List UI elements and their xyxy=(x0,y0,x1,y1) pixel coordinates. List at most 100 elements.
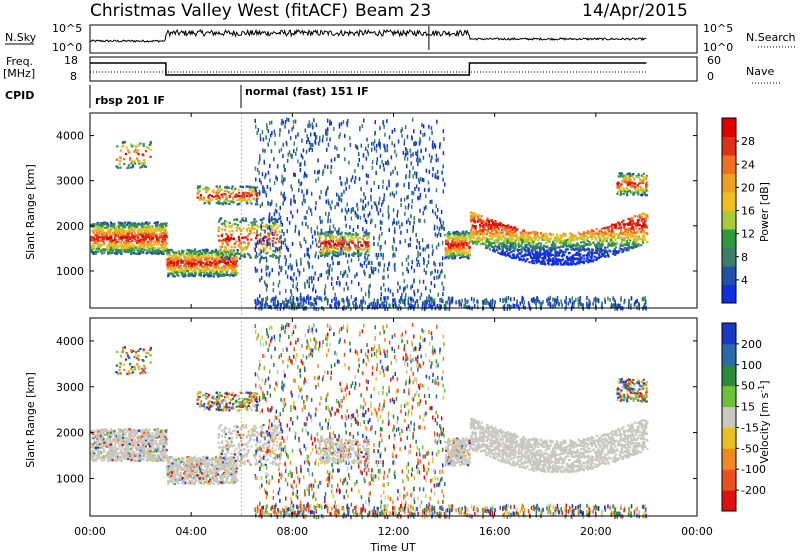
power-cell xyxy=(482,220,485,223)
power-cell xyxy=(605,240,608,243)
power-cell xyxy=(239,185,242,188)
power-cell xyxy=(292,278,294,283)
power-cell xyxy=(622,248,625,251)
power-cell xyxy=(160,251,163,254)
power-cell xyxy=(358,281,360,286)
power-cell xyxy=(187,252,191,255)
power-cell xyxy=(370,188,372,193)
power-cell xyxy=(127,250,130,254)
power-cell xyxy=(164,247,167,250)
power-cell xyxy=(519,231,522,234)
power-cell xyxy=(230,225,233,228)
power-cell xyxy=(220,252,224,255)
power-cell xyxy=(336,202,338,207)
power-cell xyxy=(365,229,368,234)
power-cell xyxy=(227,199,231,203)
power-cell xyxy=(345,253,347,258)
power-cell xyxy=(279,205,281,210)
power-cell xyxy=(373,146,376,151)
power-cell xyxy=(569,232,572,235)
power-cell xyxy=(502,227,505,230)
power-cell xyxy=(364,196,367,200)
power-cell xyxy=(177,252,180,255)
power-cell xyxy=(329,121,331,126)
power-cell xyxy=(406,195,408,200)
power-cell xyxy=(269,246,272,249)
power-cell xyxy=(360,187,362,192)
power-cell xyxy=(315,307,317,311)
power-cell xyxy=(232,274,235,277)
power-cell xyxy=(325,131,327,136)
power-cell xyxy=(395,247,397,252)
power-cell xyxy=(365,220,368,224)
power-cell xyxy=(219,202,223,205)
power-cell xyxy=(279,236,281,241)
power-cell xyxy=(306,296,308,301)
power-cell xyxy=(537,235,540,238)
power-cell xyxy=(90,246,93,249)
power-cell xyxy=(137,230,141,233)
power-cell xyxy=(200,255,203,258)
power-cell xyxy=(109,224,112,227)
power-cell xyxy=(264,175,266,180)
power-cell xyxy=(96,230,99,233)
power-cell xyxy=(433,276,436,281)
power-cell xyxy=(339,234,342,238)
power-cell xyxy=(206,272,209,275)
power-cell xyxy=(311,302,313,307)
power-cell xyxy=(264,225,267,228)
power-cell xyxy=(346,177,348,182)
power-cell xyxy=(416,152,418,156)
power-cell xyxy=(282,201,284,206)
power-cell xyxy=(196,187,199,190)
power-cell xyxy=(202,188,205,191)
power-cell xyxy=(642,223,645,226)
power-cell xyxy=(138,245,142,248)
power-cell xyxy=(325,252,328,255)
power-cell xyxy=(366,149,369,154)
power-cell xyxy=(499,252,502,255)
power-cell xyxy=(576,237,579,240)
power-cell xyxy=(382,184,384,189)
power-cell xyxy=(510,231,513,234)
power-cell xyxy=(433,298,436,303)
power-cell xyxy=(418,157,421,162)
power-cell xyxy=(586,257,589,260)
power-cell xyxy=(608,249,611,252)
power-cell xyxy=(428,294,430,299)
power-cell xyxy=(211,269,214,272)
power-cell xyxy=(344,207,347,212)
power-cell xyxy=(326,147,328,152)
power-cell xyxy=(322,307,325,311)
power-cell xyxy=(254,191,257,194)
power-cell xyxy=(189,249,192,252)
power-cell xyxy=(447,246,450,249)
power-cell xyxy=(130,224,133,227)
power-cell xyxy=(156,249,159,252)
power-cell xyxy=(114,241,117,244)
power-cell xyxy=(434,262,436,267)
power-cell xyxy=(431,173,434,178)
power-cell xyxy=(451,240,454,243)
power-cell xyxy=(646,240,649,243)
power-cell xyxy=(324,253,326,258)
power-cell xyxy=(344,133,346,138)
power-cell xyxy=(280,234,282,239)
power-cell xyxy=(224,267,227,270)
power-cell xyxy=(586,231,589,235)
power-cell xyxy=(320,254,323,257)
power-cell xyxy=(318,236,321,241)
power-cell xyxy=(449,251,452,254)
power-cell xyxy=(338,282,341,287)
power-cell xyxy=(119,232,123,235)
power-cell xyxy=(197,250,200,253)
power-cell xyxy=(280,121,283,126)
power-cell xyxy=(232,268,235,271)
power-cell xyxy=(293,198,295,203)
power-cell xyxy=(409,173,411,178)
power-cell xyxy=(416,262,418,267)
power-cell xyxy=(203,270,206,274)
power-cell xyxy=(235,263,238,266)
power-cell xyxy=(407,205,409,210)
power-cell xyxy=(367,152,370,157)
